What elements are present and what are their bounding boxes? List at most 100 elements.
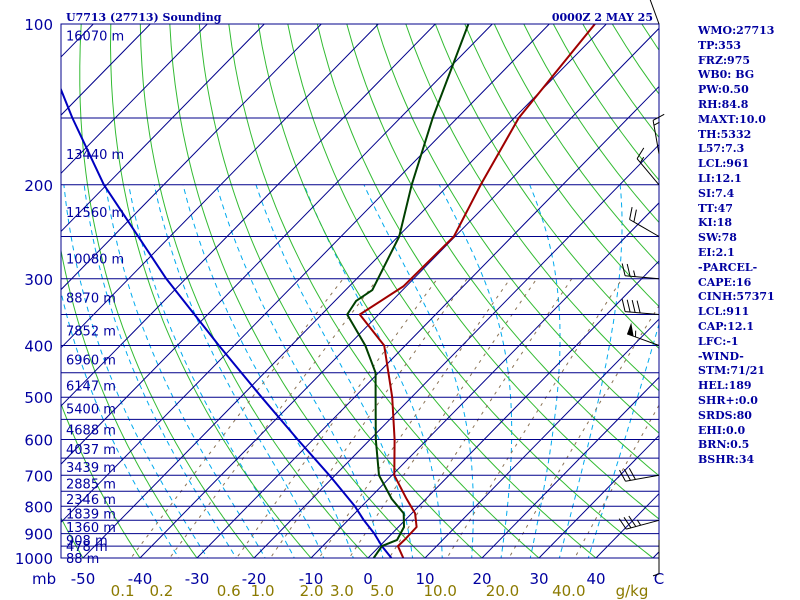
height-label: 3439 m — [66, 461, 116, 476]
sounding-index: PW:0.50 — [698, 83, 749, 97]
height-label: 1839 m — [66, 507, 116, 522]
dry-adiabat-line — [316, 24, 659, 520]
sounding-indices-panel: WMO:27713 TP:353 FRZ:975 WB0: BG PW:0.50 RH:8… — [698, 24, 800, 468]
wind-barb — [636, 147, 660, 186]
height-label: 10080 m — [66, 253, 124, 268]
sounding-index: BSHR:34 — [698, 453, 755, 467]
dewpoint-line — [346, 24, 470, 558]
dry-adiabat-line — [79, 24, 255, 558]
height-label: 6147 m — [66, 379, 116, 394]
dry-adiabat-line — [228, 24, 540, 558]
mixing-ratio-label: 0.1 — [111, 582, 135, 600]
moist-adiabat-line — [558, 184, 623, 558]
height-label: 4688 m — [66, 424, 116, 439]
sounding-index: FRZ:975 — [698, 53, 751, 67]
chart-time: 0000Z 2 MAY 25 — [552, 11, 653, 24]
moist-adiabat-line — [83, 184, 237, 558]
wind-barb-feather — [636, 300, 641, 314]
dry-adiabats — [0, 24, 659, 569]
pressure-label: 300 — [24, 271, 53, 289]
temperature-label: C — [654, 570, 664, 588]
wind-barb — [618, 515, 660, 530]
moist-adiabat-line — [182, 184, 354, 558]
dry-adiabat-line — [405, 24, 659, 392]
sounding-index: MAXT:10.0 — [698, 112, 766, 126]
chart-title: U7713 (27713) Sounding — [66, 11, 222, 24]
isotherms — [61, 24, 659, 558]
sounding-index: TP:353 — [698, 38, 742, 52]
isotherm-line — [61, 24, 151, 116]
isotherm-line — [139, 27, 659, 558]
chart-frame — [60, 23, 660, 559]
isotherm-line — [424, 318, 659, 558]
wind-barb — [652, 539, 660, 577]
mixing-ratio-line — [169, 278, 379, 558]
pressure-label: 500 — [24, 389, 53, 407]
sounding-index: SI:7.4 — [698, 186, 735, 200]
dry-adiabat-line — [61, 248, 198, 558]
isotherm-line — [310, 202, 659, 558]
sounding-index: SW:78 — [698, 231, 737, 245]
dry-adiabat-line — [61, 516, 84, 558]
height-label: 7852 m — [66, 325, 116, 340]
moist-adiabat-line — [363, 184, 474, 558]
sounding-index: RH:84.8 — [698, 97, 749, 111]
mixing-ratio-line — [348, 278, 538, 558]
sounding-index: WB0: BG — [698, 68, 755, 82]
pressure-label: 600 — [24, 432, 53, 450]
isotherm-line — [61, 24, 265, 233]
dry-adiabat-line — [0, 24, 32, 569]
parcel-path-line — [61, 87, 393, 558]
wind-barb-staff — [652, 120, 660, 154]
sounding-index: CINH:57371 — [698, 290, 775, 304]
pressure-label: 200 — [24, 177, 53, 195]
mixing-ratio-line — [508, 304, 659, 558]
isotherm-line — [61, 24, 208, 175]
wind-barb-feather — [636, 147, 645, 159]
pressure-unit: mb — [32, 570, 56, 588]
wind-barb-staff — [629, 219, 660, 237]
pressure-label: 400 — [24, 338, 53, 356]
wind-barb-staff — [625, 275, 660, 280]
wind-barb-half-feather — [652, 573, 660, 577]
sounding-index: LI:12.1 — [698, 171, 742, 185]
mixing-ratio-label: 5.0 — [370, 582, 394, 600]
temperature-label: -20 — [242, 570, 267, 588]
isotherm-line — [61, 24, 493, 465]
temperature-label: -40 — [128, 570, 153, 588]
wind-barb-feather — [626, 263, 631, 277]
sounding-index: LCL:961 — [698, 157, 750, 171]
sounding-index: TT:47 — [698, 201, 733, 215]
sounding-index: L57:7.3 — [698, 142, 745, 156]
sounding-index: -PARCEL- — [698, 260, 758, 274]
wind-barb-feather — [652, 113, 665, 121]
wind-barb — [626, 322, 660, 346]
dry-adiabat-line — [109, 24, 312, 558]
wind-barb — [629, 207, 660, 237]
height-label: 5400 m — [66, 403, 116, 418]
sounding-index: SHR+:0.0 — [698, 393, 758, 407]
height-label: 908 m — [66, 534, 108, 549]
wind-barbs — [618, 0, 665, 577]
height-label: 1360 m — [66, 521, 116, 536]
moist-adiabat-line — [255, 184, 414, 558]
mixing-ratio-lines — [130, 278, 659, 558]
wind-barb-staff — [626, 519, 660, 530]
mixing-ratio-label: 0.6 — [217, 582, 241, 600]
dry-adiabat-line — [287, 24, 654, 558]
wind-barb-feather — [626, 299, 631, 313]
wind-barb-feather — [618, 518, 627, 530]
pressure-label: 900 — [24, 526, 53, 544]
sounding-index: KI:18 — [698, 216, 733, 230]
mixing-ratio-label: 2.0 — [300, 582, 324, 600]
moist-adiabat-line — [529, 184, 561, 558]
wind-barb — [652, 113, 665, 154]
sounding-index: SRDS:80 — [698, 408, 752, 422]
isotherm-line — [61, 24, 322, 291]
wind-barb-staff — [636, 158, 660, 186]
wind-barb-feather — [621, 263, 626, 276]
dry-adiabat-line — [493, 24, 659, 266]
mixing-ratio-line — [235, 278, 438, 558]
wind-barb-feather — [629, 207, 633, 220]
